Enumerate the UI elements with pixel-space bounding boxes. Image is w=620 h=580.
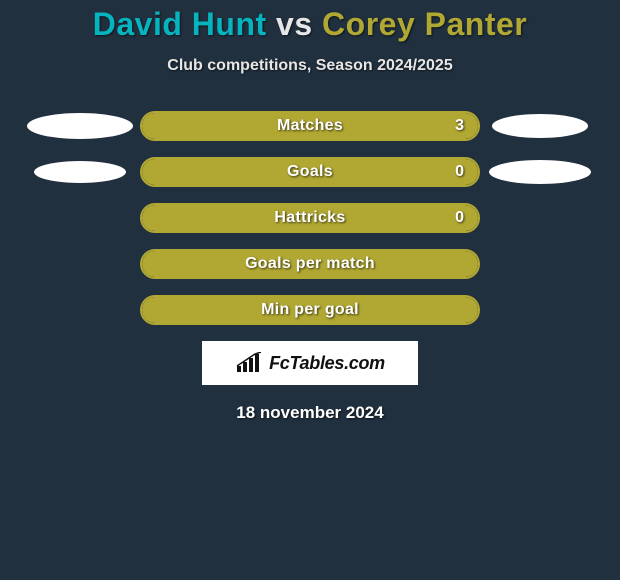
ellipse-marker bbox=[34, 161, 126, 183]
stat-value-right: 0 bbox=[455, 159, 464, 185]
brand-badge: FcTables.com bbox=[202, 341, 418, 385]
stat-bar: Goals per match bbox=[140, 249, 480, 279]
stat-value-right: 3 bbox=[455, 113, 464, 139]
stat-row-goals: Goals 0 bbox=[0, 157, 620, 187]
stat-bar: Min per goal bbox=[140, 295, 480, 325]
stats-list: Matches 3 Goals 0 bbox=[0, 111, 620, 325]
right-value-cell bbox=[480, 114, 600, 138]
player1-name: David Hunt bbox=[93, 6, 267, 42]
brand-text: FcTables.com bbox=[269, 353, 385, 374]
title-vs: vs bbox=[276, 6, 313, 42]
comparison-card: { "title": { "player1": "David Hunt", "v… bbox=[0, 0, 620, 580]
stat-label: Goals per match bbox=[142, 251, 478, 277]
stat-row-goals-per-match: Goals per match bbox=[0, 249, 620, 279]
stat-label: Matches bbox=[142, 113, 478, 139]
player2-name: Corey Panter bbox=[322, 6, 527, 42]
stat-label: Hattricks bbox=[142, 205, 478, 231]
stat-row-hattricks: Hattricks 0 bbox=[0, 203, 620, 233]
stat-label: Min per goal bbox=[142, 297, 478, 323]
stat-row-min-per-goal: Min per goal bbox=[0, 295, 620, 325]
ellipse-marker bbox=[492, 114, 588, 138]
right-value-cell bbox=[480, 160, 600, 184]
stat-row-matches: Matches 3 bbox=[0, 111, 620, 141]
stat-bar: Goals 0 bbox=[140, 157, 480, 187]
page-title: David Hunt vs Corey Panter bbox=[0, 0, 620, 43]
stat-label: Goals bbox=[142, 159, 478, 185]
stat-value-right: 0 bbox=[455, 205, 464, 231]
ellipse-marker bbox=[489, 160, 591, 184]
bar-chart-icon bbox=[235, 352, 263, 374]
stat-bar: Hattricks 0 bbox=[140, 203, 480, 233]
stat-bar: Matches 3 bbox=[140, 111, 480, 141]
subtitle: Club competitions, Season 2024/2025 bbox=[0, 57, 620, 75]
date-label: 18 november 2024 bbox=[0, 403, 620, 423]
left-value-cell bbox=[20, 113, 140, 139]
ellipse-marker bbox=[27, 113, 133, 139]
left-value-cell bbox=[20, 161, 140, 183]
